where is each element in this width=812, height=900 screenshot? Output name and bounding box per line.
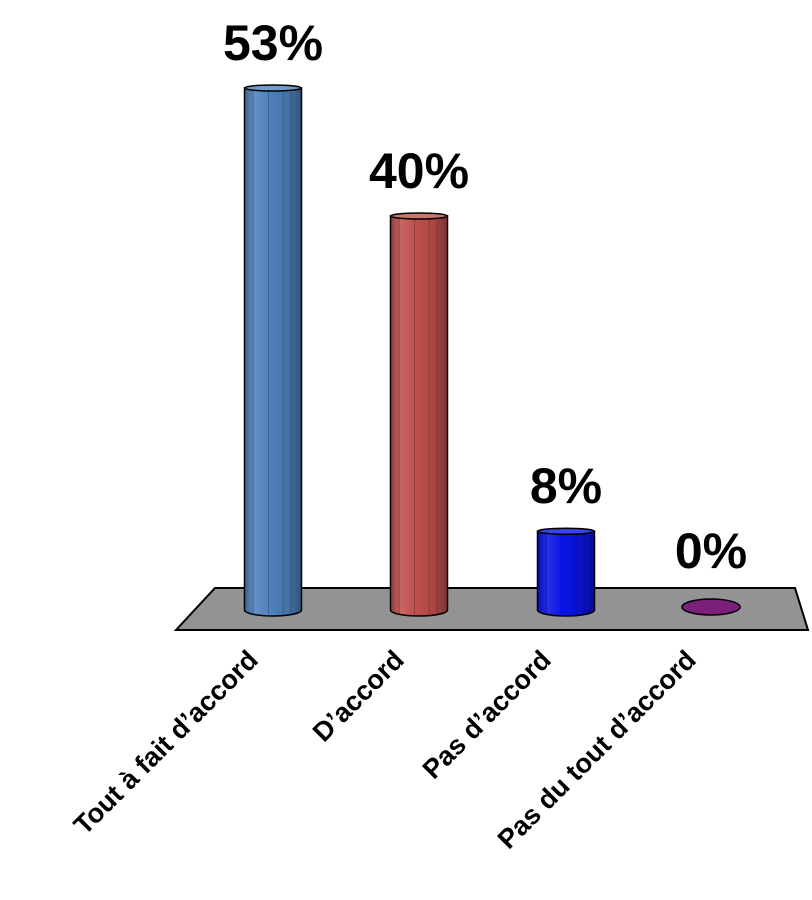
bar: [389, 212, 449, 617]
bar: [681, 598, 741, 616]
bar-top-cap: [536, 527, 596, 535]
bar-top-cap: [389, 212, 449, 220]
bar: [536, 527, 596, 617]
bar: [243, 84, 303, 617]
value-label: 0%: [675, 523, 747, 579]
bar-zero-disc: [681, 598, 741, 616]
bar-top-cap: [243, 84, 303, 92]
category-label: D’accord: [307, 645, 410, 748]
bars-group: [243, 84, 741, 617]
value-label: 53%: [223, 15, 323, 71]
bar-body: [389, 215, 449, 617]
value-label: 40%: [369, 143, 469, 199]
category-labels-group: Tout à fait d’accord D’accord Pas d’accord…: [68, 645, 702, 855]
value-labels-group: 53% 40% 8% 0%: [223, 15, 747, 579]
category-label: Pas d’accord: [417, 645, 557, 785]
value-label: 8%: [530, 458, 602, 514]
bar-body: [243, 87, 303, 617]
category-label: Tout à fait d’accord: [68, 645, 264, 841]
chart-floor: [173, 587, 810, 631]
bar-body: [536, 530, 596, 617]
